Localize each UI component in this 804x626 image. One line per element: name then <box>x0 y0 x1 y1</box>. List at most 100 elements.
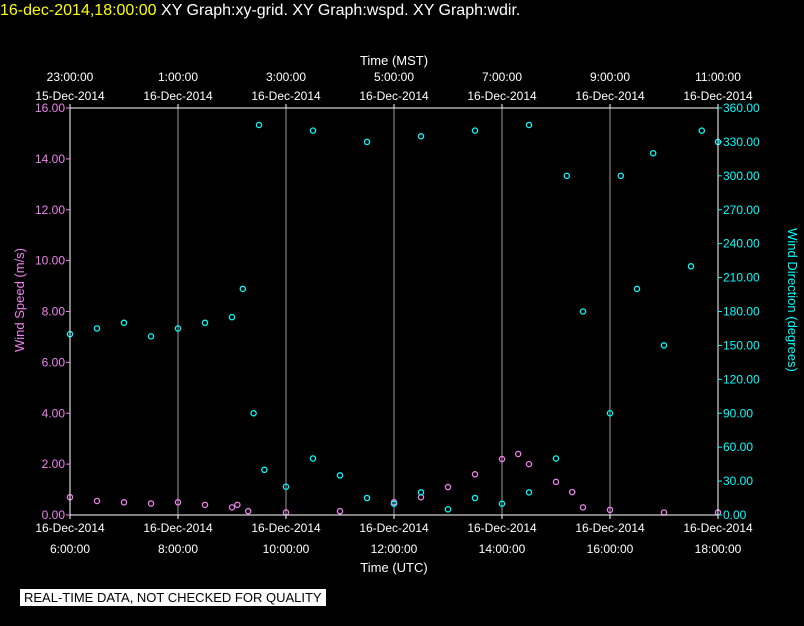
wdir-point <box>633 285 641 293</box>
bottom-tick-date: 16-Dec-2014 <box>575 521 645 535</box>
wspd-point <box>568 488 576 496</box>
left-tick-label: 8.00 <box>42 305 66 319</box>
wdir-point <box>174 325 182 332</box>
top-tick-time: 1:00:00 <box>158 70 198 84</box>
right-tick-label: 30.00 <box>723 474 753 488</box>
wdir-point <box>282 483 290 490</box>
wspd-point <box>93 497 101 505</box>
wdir-point <box>255 121 263 129</box>
top-tick-time: 5:00:00 <box>374 70 414 84</box>
wspd-point <box>234 501 241 509</box>
wdir-point <box>649 149 657 157</box>
wdir-point <box>698 127 706 134</box>
left-tick-label: 0.00 <box>42 508 66 522</box>
wdir-point <box>525 489 533 496</box>
quality-note: REAL-TIME DATA, NOT CHECKED FOR QUALITY <box>20 589 326 606</box>
right-tick-label: 360.00 <box>723 101 760 115</box>
wspd-point <box>336 507 344 515</box>
wdir-point <box>363 138 371 146</box>
left-axis-label: Wind Speed (m/s) <box>12 248 27 352</box>
wspd-point <box>174 499 182 506</box>
wspd-point <box>606 506 614 514</box>
graph-name-xy-grid: XY Graph:xy-grid. <box>161 2 288 19</box>
wspd-point <box>498 455 506 463</box>
wdir-point <box>390 500 398 507</box>
wdir-point <box>563 172 571 180</box>
top-tick-date: 16-Dec-2014 <box>359 89 429 103</box>
bottom-tick-date: 16-Dec-2014 <box>359 521 429 535</box>
right-tick-label: 330.00 <box>723 135 760 149</box>
bottom-tick-date: 16-Dec-2014 <box>35 521 105 535</box>
wdir-point <box>228 313 236 321</box>
bottom-tick-date: 16-Dec-2014 <box>251 521 321 535</box>
right-tick-label: 240.00 <box>723 237 760 251</box>
right-tick-label: 300.00 <box>723 169 760 183</box>
left-tick-label: 10.00 <box>35 254 65 268</box>
wdir-point <box>417 133 425 140</box>
right-axis-label: Wind Direction (degrees) <box>785 228 800 372</box>
wspd-point <box>660 509 668 516</box>
bottom-tick-time: 6:00:00 <box>50 542 90 556</box>
top-tick-date: 16-Dec-2014 <box>575 89 645 103</box>
wdir-point <box>147 333 155 340</box>
left-tick-label: 6.00 <box>42 355 66 369</box>
right-tick-label: 180.00 <box>723 305 760 319</box>
wdir-point <box>239 285 247 293</box>
top-tick-date: 15-Dec-2014 <box>35 89 105 103</box>
top-tick-date: 16-Dec-2014 <box>251 89 321 103</box>
top-axis-label: Time (MST) <box>360 53 428 68</box>
bottom-tick-time: 8:00:00 <box>158 542 198 556</box>
left-tick-label: 4.00 <box>42 406 66 420</box>
wdir-point <box>471 127 479 134</box>
right-tick-label: 0.00 <box>723 508 747 522</box>
bottom-tick-time: 12:00:00 <box>371 542 418 556</box>
top-tick-date: 16-Dec-2014 <box>143 89 213 103</box>
left-tick-label: 2.00 <box>42 457 66 471</box>
top-tick-date: 16-Dec-2014 <box>467 89 537 103</box>
wspd-point <box>525 460 533 468</box>
wdir-point <box>471 494 479 502</box>
top-tick-time: 11:00:00 <box>695 70 741 84</box>
graph-name-wdir: XY Graph:wdir. <box>413 2 521 19</box>
wdir-point <box>336 472 344 479</box>
right-tick-label: 90.00 <box>723 406 753 420</box>
wdir-point <box>525 121 533 129</box>
graph-name-wspd: XY Graph:wspd. <box>292 2 409 19</box>
wspd-point <box>444 483 452 491</box>
right-tick-label: 210.00 <box>723 271 760 285</box>
timestamp-label: 16-dec-2014,18:00:00 <box>0 2 157 19</box>
top-tick-time: 9:00:00 <box>590 70 630 84</box>
bottom-axis-label: Time (UTC) <box>360 560 427 575</box>
wdir-point <box>93 325 101 332</box>
wdir-point <box>606 409 614 417</box>
bottom-tick-date: 16-Dec-2014 <box>467 521 537 535</box>
right-tick-label: 270.00 <box>723 203 760 217</box>
top-tick-date: 16-Dec-2014 <box>683 89 753 103</box>
left-tick-label: 12.00 <box>35 203 65 217</box>
wspd-point <box>579 504 587 511</box>
wspd-point <box>120 499 128 506</box>
wspd-point <box>471 471 479 478</box>
bottom-tick-time: 10:00:00 <box>263 542 310 556</box>
top-tick-time: 7:00:00 <box>482 70 522 84</box>
wdir-point <box>201 319 209 327</box>
wdir-point <box>660 342 668 349</box>
bottom-tick-time: 18:00:00 <box>695 542 742 556</box>
left-tick-label: 14.00 <box>35 152 65 166</box>
right-tick-label: 150.00 <box>723 338 760 352</box>
wdir-point <box>250 409 257 417</box>
right-tick-label: 60.00 <box>723 440 753 454</box>
wspd-point <box>514 450 522 458</box>
wdir-point <box>498 500 506 507</box>
wspd-point <box>201 501 209 509</box>
top-tick-time: 23:00:00 <box>47 70 94 84</box>
bottom-tick-time: 14:00:00 <box>479 542 526 556</box>
wdir-point <box>309 455 317 462</box>
chart-title-line: 16-dec-2014,18:00:00 XY Graph:xy-grid. X… <box>0 2 520 20</box>
wspd-point <box>244 507 252 515</box>
bottom-tick-date: 16-Dec-2014 <box>683 521 753 535</box>
right-tick-label: 120.00 <box>723 372 760 386</box>
wdir-point <box>309 127 317 134</box>
wspd-point <box>228 504 236 511</box>
